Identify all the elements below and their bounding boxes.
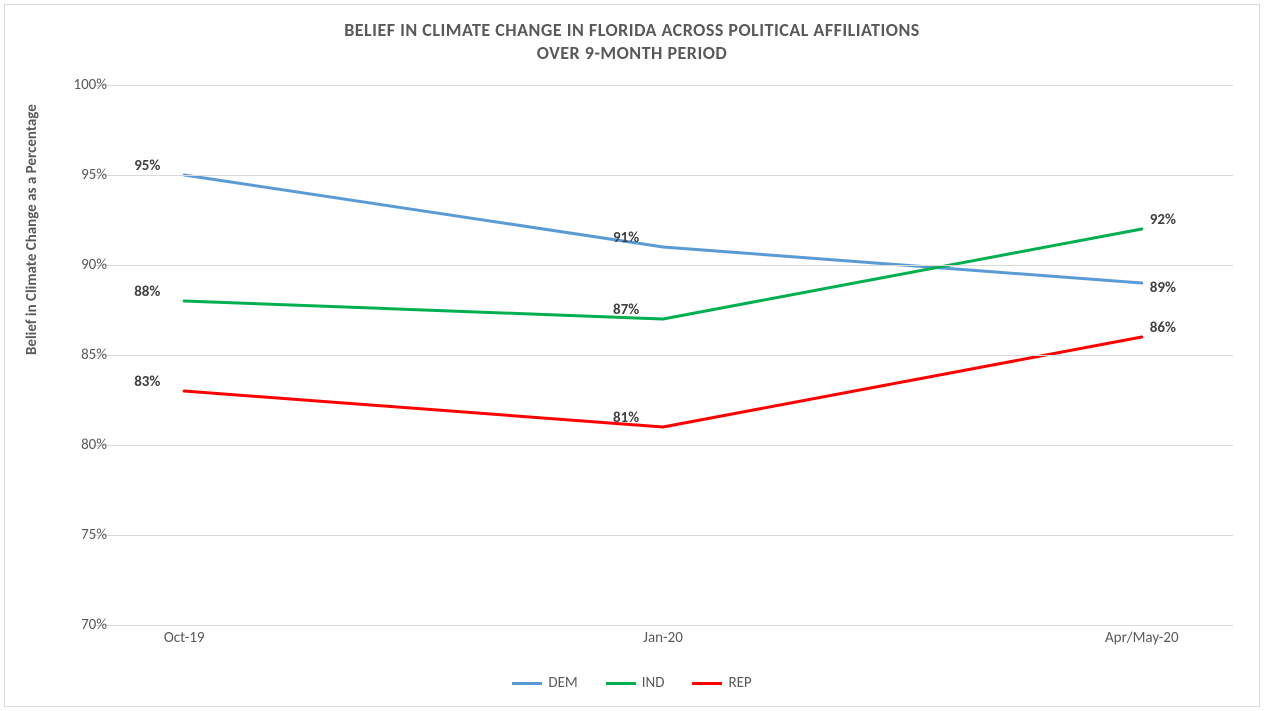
data-label: 81% [613,409,639,427]
legend-item-dem: DEM [512,674,577,692]
legend-item-ind: IND [606,674,665,692]
gridline [93,445,1233,446]
x-tick-label: Apr/May-20 [1105,629,1179,647]
gridline [93,625,1233,626]
gridline [93,265,1233,266]
series-line-dem [184,175,1142,283]
chart-title: BELIEF IN CLIMATE CHANGE IN FLORIDA ACRO… [5,5,1259,66]
y-tick-label: 95% [47,166,107,184]
data-label: 83% [134,373,160,391]
legend-swatch [606,682,636,685]
y-tick-label: 100% [47,76,107,94]
legend-label: DEM [548,674,577,692]
gridline [93,355,1233,356]
y-tick-label: 90% [47,256,107,274]
chart-title-line1: BELIEF IN CLIMATE CHANGE IN FLORIDA ACRO… [344,19,920,41]
data-label: 88% [134,283,160,301]
legend-swatch [692,682,722,685]
series-line-ind [184,229,1142,319]
chart-container: BELIEF IN CLIMATE CHANGE IN FLORIDA ACRO… [4,4,1260,707]
legend-label: REP [728,674,751,692]
data-label: 87% [613,301,639,319]
gridline [93,535,1233,536]
y-axis-label: Belief in Climate Change as a Percentage [23,104,41,355]
x-tick-label: Oct-19 [164,629,205,647]
legend-item-rep: REP [692,674,751,692]
legend: DEM IND REP [5,672,1259,693]
series-line-rep [184,337,1142,427]
plot-area: 95% 91% 89% 88% 87% 92% 83% 81% 86% [93,85,1233,625]
data-label: 92% [1150,211,1176,229]
y-tick-label: 80% [47,436,107,454]
gridline [93,175,1233,176]
data-label: 86% [1150,319,1176,337]
y-tick-label: 70% [47,616,107,634]
legend-swatch [512,682,542,685]
legend-label: IND [642,674,665,692]
data-label: 91% [613,229,639,247]
y-tick-label: 75% [47,526,107,544]
data-label: 89% [1150,279,1176,297]
gridline [93,85,1233,86]
x-tick-label: Jan-20 [643,629,683,647]
data-label: 95% [134,157,160,175]
y-tick-label: 85% [47,346,107,364]
chart-title-line2: OVER 9-MONTH PERIOD [537,42,728,64]
